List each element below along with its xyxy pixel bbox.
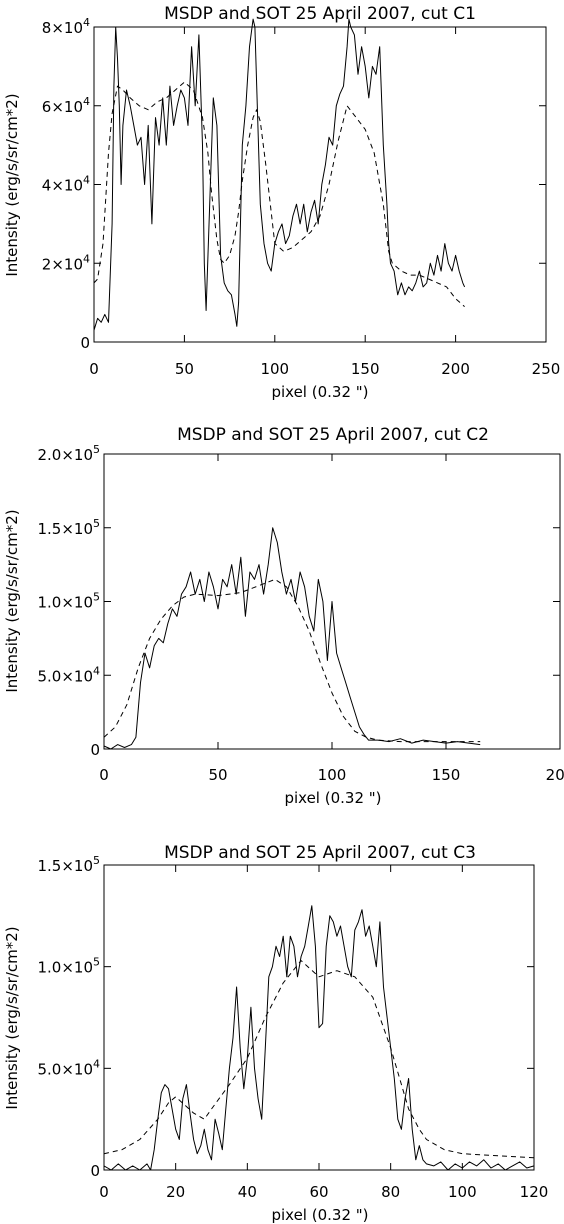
chart-c1: MSDP and SOT 25 April 2007, cut C1 0 50 10…	[3, 4, 560, 401]
x-tick-label: 200	[441, 360, 470, 378]
solid-series-line	[93, 18, 466, 331]
series-group	[103, 905, 535, 1171]
chart-c3: MSDP and SOT 25 April 2007, cut C3 0 20 40…	[3, 843, 548, 1224]
x-tick-label: 100	[260, 360, 289, 378]
y-tick-label: 4×104	[42, 174, 90, 195]
y-tick-label: 0	[80, 334, 90, 352]
x-tick-label: 20	[166, 1183, 185, 1201]
y-tick-label: 1.0×105	[37, 956, 100, 977]
chart-c2: MSDP and SOT 25 April 2007, cut C2 0 50 10…	[3, 425, 564, 807]
dashed-series-line	[103, 960, 535, 1159]
solid-series-line	[103, 905, 535, 1171]
y-tick-label: 2×104	[42, 252, 90, 273]
y-tick-label: 0	[90, 741, 100, 759]
x-ticks: 0 20 40 60 80 100 120	[99, 865, 548, 1201]
series-group	[103, 527, 481, 750]
dashed-series-line	[93, 81, 465, 307]
x-tick-label: 40	[238, 1183, 257, 1201]
x-tick-label: 150	[351, 360, 380, 378]
x-tick-label: 60	[309, 1183, 328, 1201]
chart-title: MSDP and SOT 25 April 2007, cut C3	[164, 843, 476, 863]
x-tick-label: 0	[99, 1183, 109, 1201]
x-ticks: 0 50 100 150 200	[99, 454, 564, 784]
x-tick-label: 0	[99, 766, 109, 784]
x-tick-label: 50	[175, 360, 194, 378]
x-tick-label: 100	[448, 1183, 477, 1201]
chart-title: MSDP and SOT 25 April 2007, cut C1	[164, 4, 476, 24]
y-tick-label: 6×104	[42, 95, 90, 116]
y-axis-label: Intensity (erg/s/sr/cm*2)	[3, 926, 21, 1109]
x-axis-label: pixel (0.32 ")	[271, 383, 368, 401]
y-ticks: 0 2×104 4×104 6×104 8×104	[42, 16, 546, 352]
y-axis-label: Intensity (erg/s/sr/cm*2)	[3, 509, 21, 692]
x-tick-label: 50	[208, 766, 227, 784]
y-ticks: 0 5.0×104 1.0×105 1.5×105	[37, 854, 534, 1180]
x-tick-label: 80	[381, 1183, 400, 1201]
y-tick-label: 5.0×104	[37, 664, 100, 685]
dashed-series-line	[103, 578, 481, 743]
x-tick-label: 200	[546, 766, 564, 784]
chart-title: MSDP and SOT 25 April 2007, cut C2	[177, 425, 489, 445]
x-axis-label: pixel (0.32 ")	[284, 789, 381, 807]
y-tick-label: 0	[90, 1162, 100, 1180]
y-tick-label: 5.0×104	[37, 1057, 100, 1078]
plot-frame	[93, 26, 547, 343]
y-tick-label: 1.5×105	[37, 854, 100, 875]
y-tick-label: 2.0×105	[37, 443, 100, 464]
x-tick-label: 100	[318, 766, 347, 784]
x-tick-label: 150	[432, 766, 461, 784]
x-tick-label: 250	[532, 360, 561, 378]
x-tick-label: 120	[520, 1183, 549, 1201]
y-axis-label: Intensity (erg/s/sr/cm*2)	[3, 93, 21, 276]
x-tick-label: 0	[89, 360, 99, 378]
series-group	[93, 18, 466, 331]
y-tick-label: 8×104	[42, 16, 90, 37]
y-tick-label: 1.0×105	[37, 591, 100, 612]
y-tick-label: 1.5×105	[37, 517, 100, 538]
y-ticks: 0 5.0×104 1.0×105 1.5×105 2.0×105	[37, 443, 560, 759]
solid-series-line	[103, 527, 481, 750]
x-axis-label: pixel (0.32 ")	[271, 1206, 368, 1224]
x-ticks: 0 50 100 150 200 250	[89, 27, 560, 378]
